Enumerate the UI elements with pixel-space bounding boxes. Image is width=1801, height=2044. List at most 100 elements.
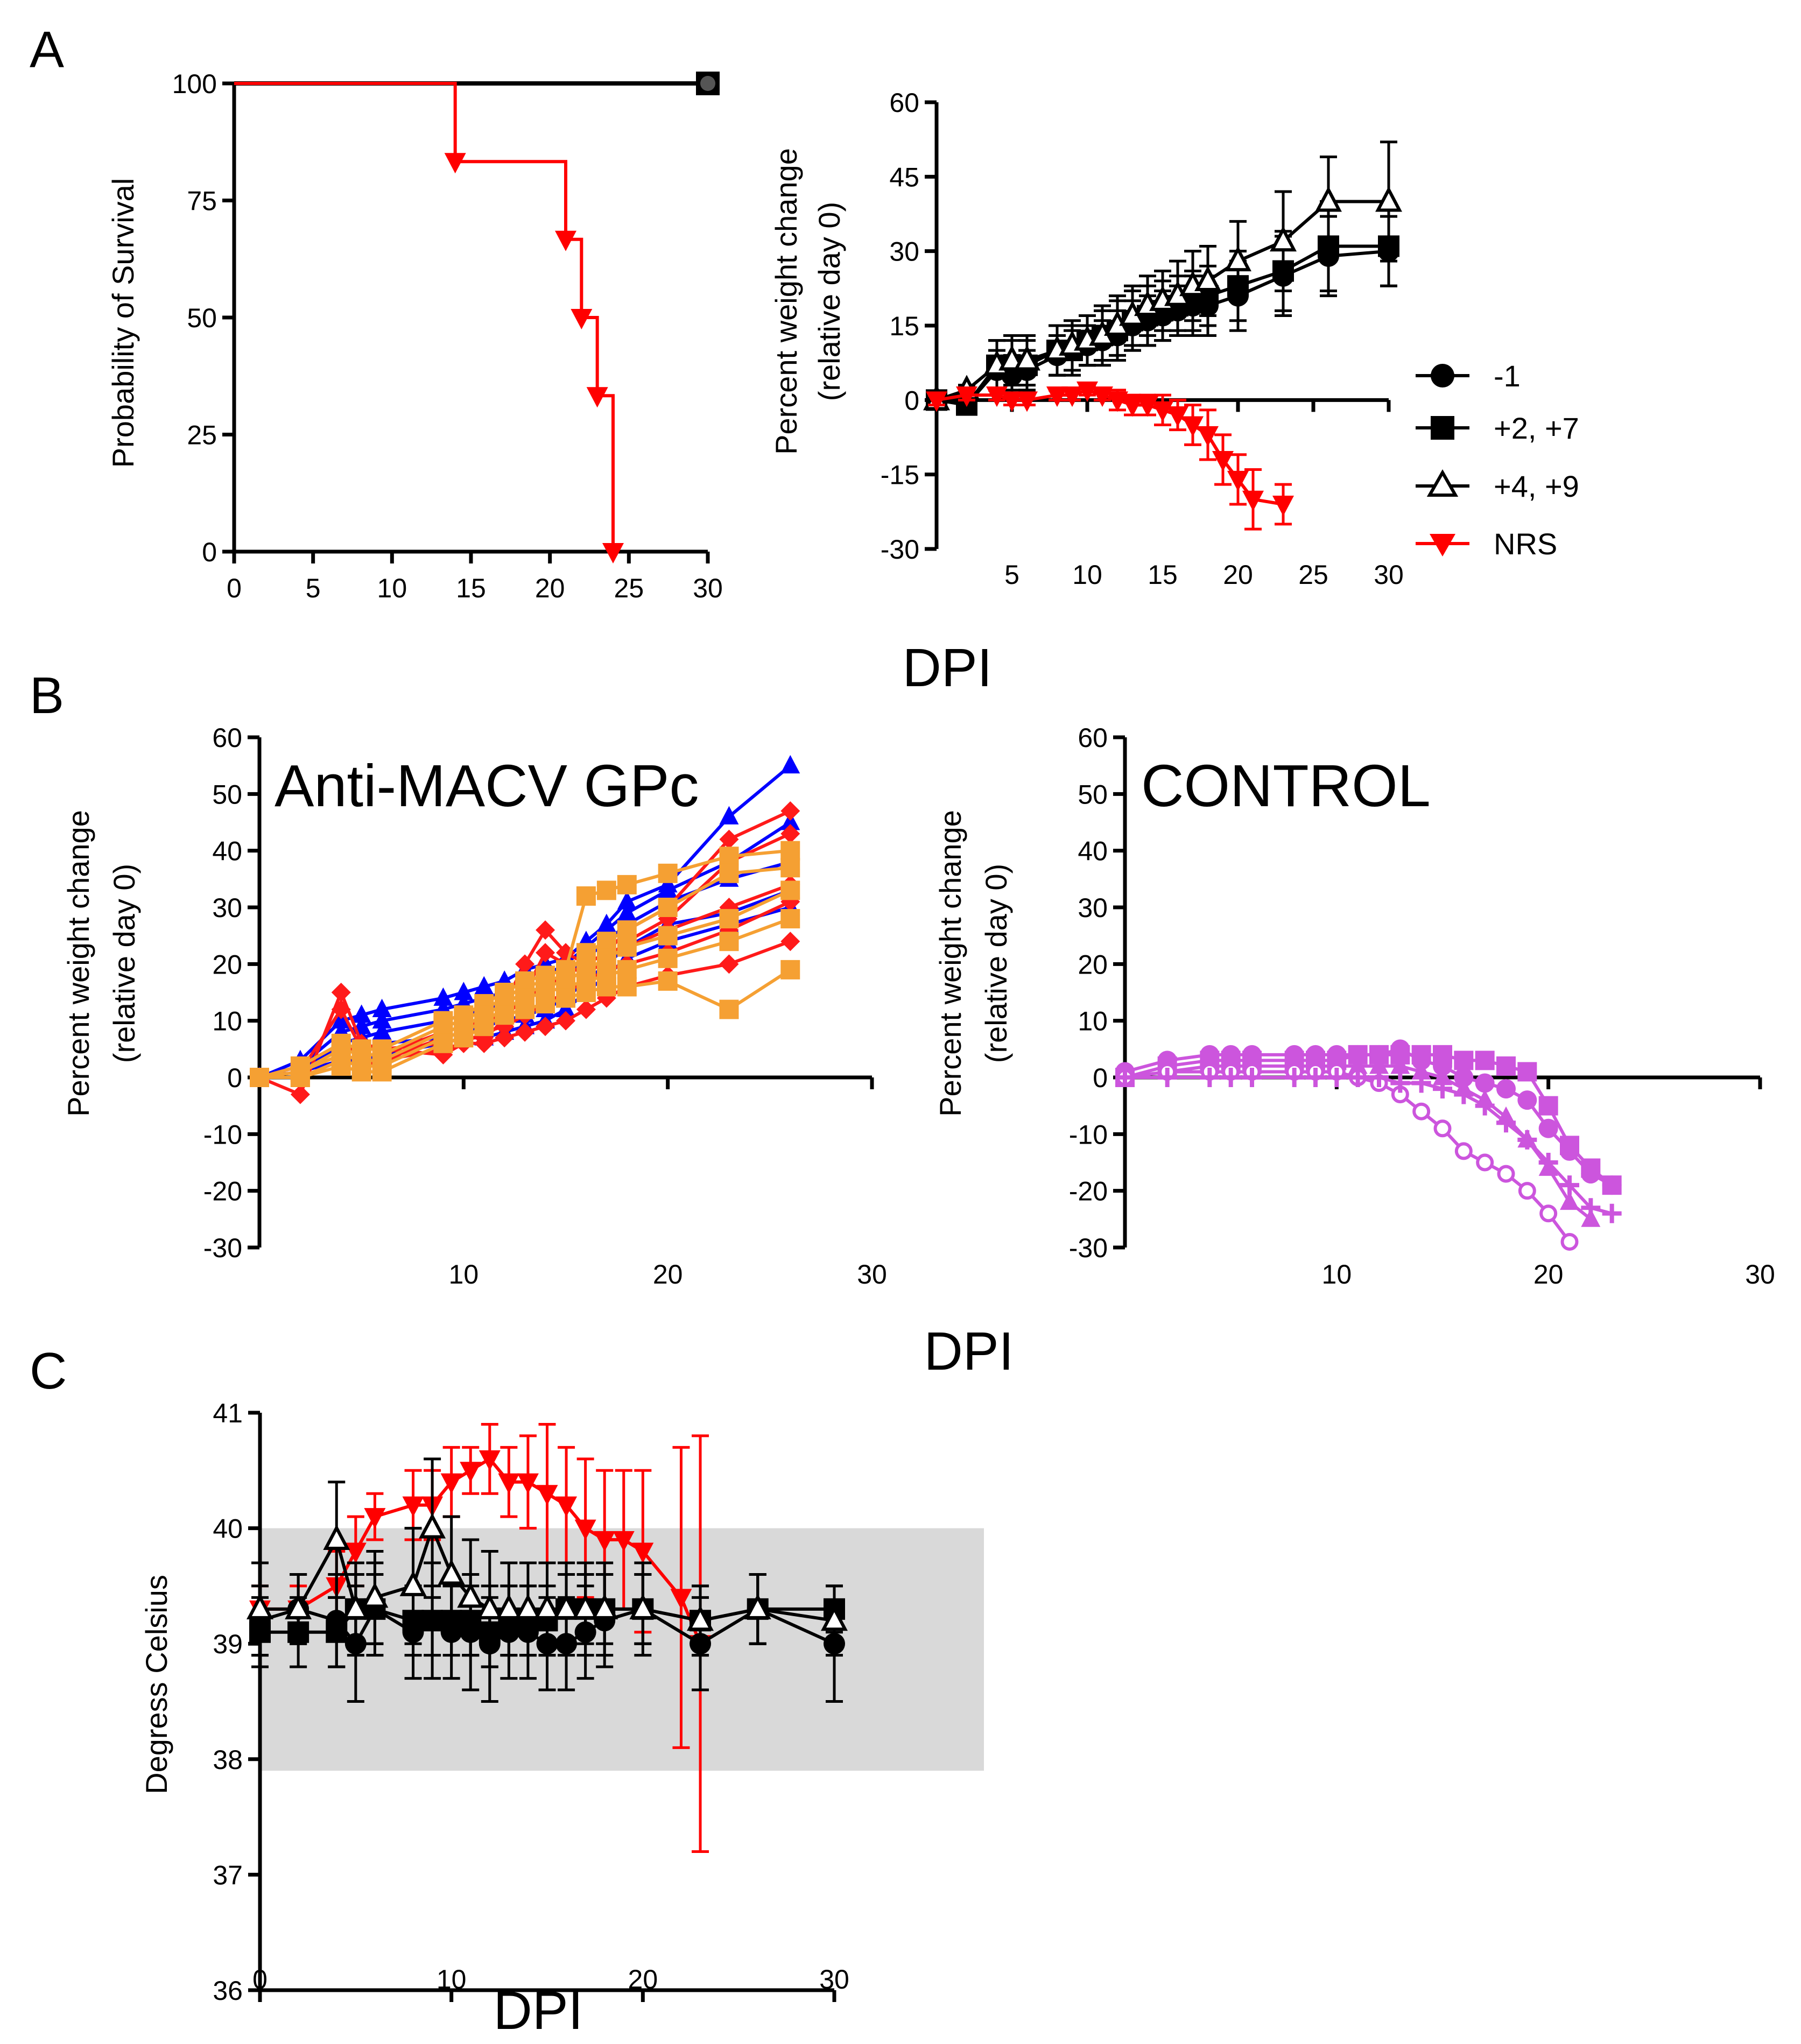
control-weight-point — [1538, 1153, 1558, 1172]
temperature-point — [421, 1610, 444, 1632]
control-weight-point — [1348, 1055, 1368, 1074]
y-tick-label: 10 — [1078, 1006, 1108, 1037]
weight-point — [1375, 186, 1402, 212]
temperature-point — [326, 1621, 348, 1643]
legend-open-triangle-marker — [1426, 469, 1459, 497]
legend-label-minus1: -1 — [1494, 359, 1521, 393]
control-weight-point — [1496, 1056, 1516, 1076]
individual-weight-point — [454, 1028, 474, 1048]
x-tick-label: 30 — [819, 1964, 849, 1994]
individual-weight-point — [372, 1021, 392, 1040]
individual-weight-point — [780, 932, 800, 951]
weight-point — [1225, 245, 1251, 272]
individual-weight-point — [576, 943, 596, 963]
individual-weight-point — [780, 812, 800, 830]
legend-item-minus1: -1 — [1416, 359, 1521, 393]
temperature-plot: 36 37 38 39 40 41 0 10 20 30 — [213, 1398, 984, 2006]
y-tick-label: 50 — [1078, 779, 1108, 809]
individual-weight-point — [474, 1033, 494, 1053]
x-tick-label: 30 — [693, 573, 723, 603]
y-tick-label: -10 — [203, 1119, 242, 1150]
control-weight-point — [1475, 1051, 1495, 1070]
x-tick-label: 5 — [306, 573, 321, 603]
control-weight-point — [1411, 1051, 1431, 1070]
individual-weight-point — [719, 954, 739, 974]
control-weight-point — [1327, 1045, 1347, 1065]
y-tick-label: 0 — [904, 385, 919, 415]
weight-point — [1046, 386, 1068, 407]
weight-point — [1270, 225, 1297, 252]
legend-label-plus4-plus9: +4, +9 — [1494, 469, 1579, 503]
y-tick-label: 25 — [187, 420, 217, 450]
individual-weight-point — [719, 999, 739, 1019]
temperature-ylabel: Degress Celsius — [139, 1575, 173, 1794]
weight-point — [1315, 186, 1342, 212]
x-tick-label: 15 — [456, 573, 486, 603]
control-weight-point — [1284, 1068, 1304, 1087]
control-weight-point — [1200, 1068, 1220, 1087]
y-tick-label: 45 — [889, 162, 919, 192]
temperature-point — [687, 1605, 714, 1631]
temperature-point — [361, 1582, 389, 1608]
control-weight-point — [1348, 1068, 1368, 1087]
individual-weight-point — [658, 926, 678, 946]
temperature-point — [533, 1594, 561, 1619]
y-tick-label: -15 — [881, 460, 919, 490]
individual-weight-point — [596, 948, 616, 968]
control-weight-point — [1454, 1084, 1474, 1104]
individual-weight-point — [331, 1056, 351, 1076]
y-tick-label: 15 — [889, 311, 919, 341]
individual-weight-point — [780, 880, 800, 900]
control-weight-point — [1581, 1164, 1601, 1184]
individual-weight-point — [331, 1010, 351, 1029]
temperature-point — [402, 1496, 424, 1517]
temperature-point — [342, 1594, 369, 1619]
control-weight-point — [1538, 1118, 1558, 1138]
individual-weight-point — [454, 982, 474, 1000]
individual-weight-point — [617, 960, 637, 979]
individual-weight-point — [536, 994, 555, 1014]
y-tick-label: 60 — [889, 88, 919, 118]
temperature-point — [514, 1594, 541, 1619]
individual-weight-point — [576, 999, 596, 1019]
anti-macv-weight-plot: -30 -20 -10 0 10 20 30 40 50 60 10 20 30 — [203, 723, 887, 1289]
control-weight-point — [1221, 1068, 1241, 1087]
x-tick-label: 10 — [377, 573, 407, 603]
individual-weight-point — [719, 909, 739, 929]
control-weight-point — [1497, 1165, 1515, 1183]
control-weight-point — [1475, 1096, 1495, 1116]
normal-range-band — [260, 1528, 984, 1771]
legend-item-plus2-plus7: +2, +7 — [1416, 411, 1579, 445]
control-weight-point — [1454, 1068, 1474, 1087]
x-tick-label: 20 — [1223, 560, 1253, 590]
survival-nrs-marker — [571, 309, 593, 329]
weight-point — [1001, 391, 1023, 412]
individual-weight-point — [351, 1062, 371, 1082]
control-weight-point — [1602, 1175, 1622, 1195]
x-tick-label: 30 — [857, 1259, 887, 1289]
temperature-point — [555, 1496, 578, 1517]
x-tick-label: 30 — [1745, 1259, 1775, 1289]
individual-weight-point — [617, 937, 637, 957]
temperature-point — [629, 1594, 657, 1619]
y-tick-label: 41 — [213, 1398, 243, 1428]
individual-weight-point — [536, 943, 555, 963]
y-tick-label: 38 — [213, 1745, 243, 1775]
individual-weight-point — [331, 983, 351, 1002]
individual-weight-point — [372, 1010, 392, 1029]
individual-weight-point — [372, 998, 392, 1017]
temperature-point — [344, 1542, 367, 1563]
control-weight-point — [1411, 1073, 1431, 1093]
individual-weight-point — [351, 1004, 371, 1023]
individual-weight-point — [331, 999, 351, 1019]
control-weight-point — [1581, 1198, 1601, 1218]
individual-weight-point — [780, 960, 800, 979]
individual-weight-point — [515, 954, 535, 974]
legend-circle-marker — [1431, 364, 1454, 387]
temperature-point — [476, 1594, 503, 1619]
panel-label-b: B — [30, 667, 64, 724]
individual-weight-point — [290, 1084, 310, 1104]
control-weight-point — [1327, 1068, 1347, 1087]
x-tick-label: 10 — [1322, 1259, 1352, 1289]
individual-weight-point — [474, 976, 494, 995]
